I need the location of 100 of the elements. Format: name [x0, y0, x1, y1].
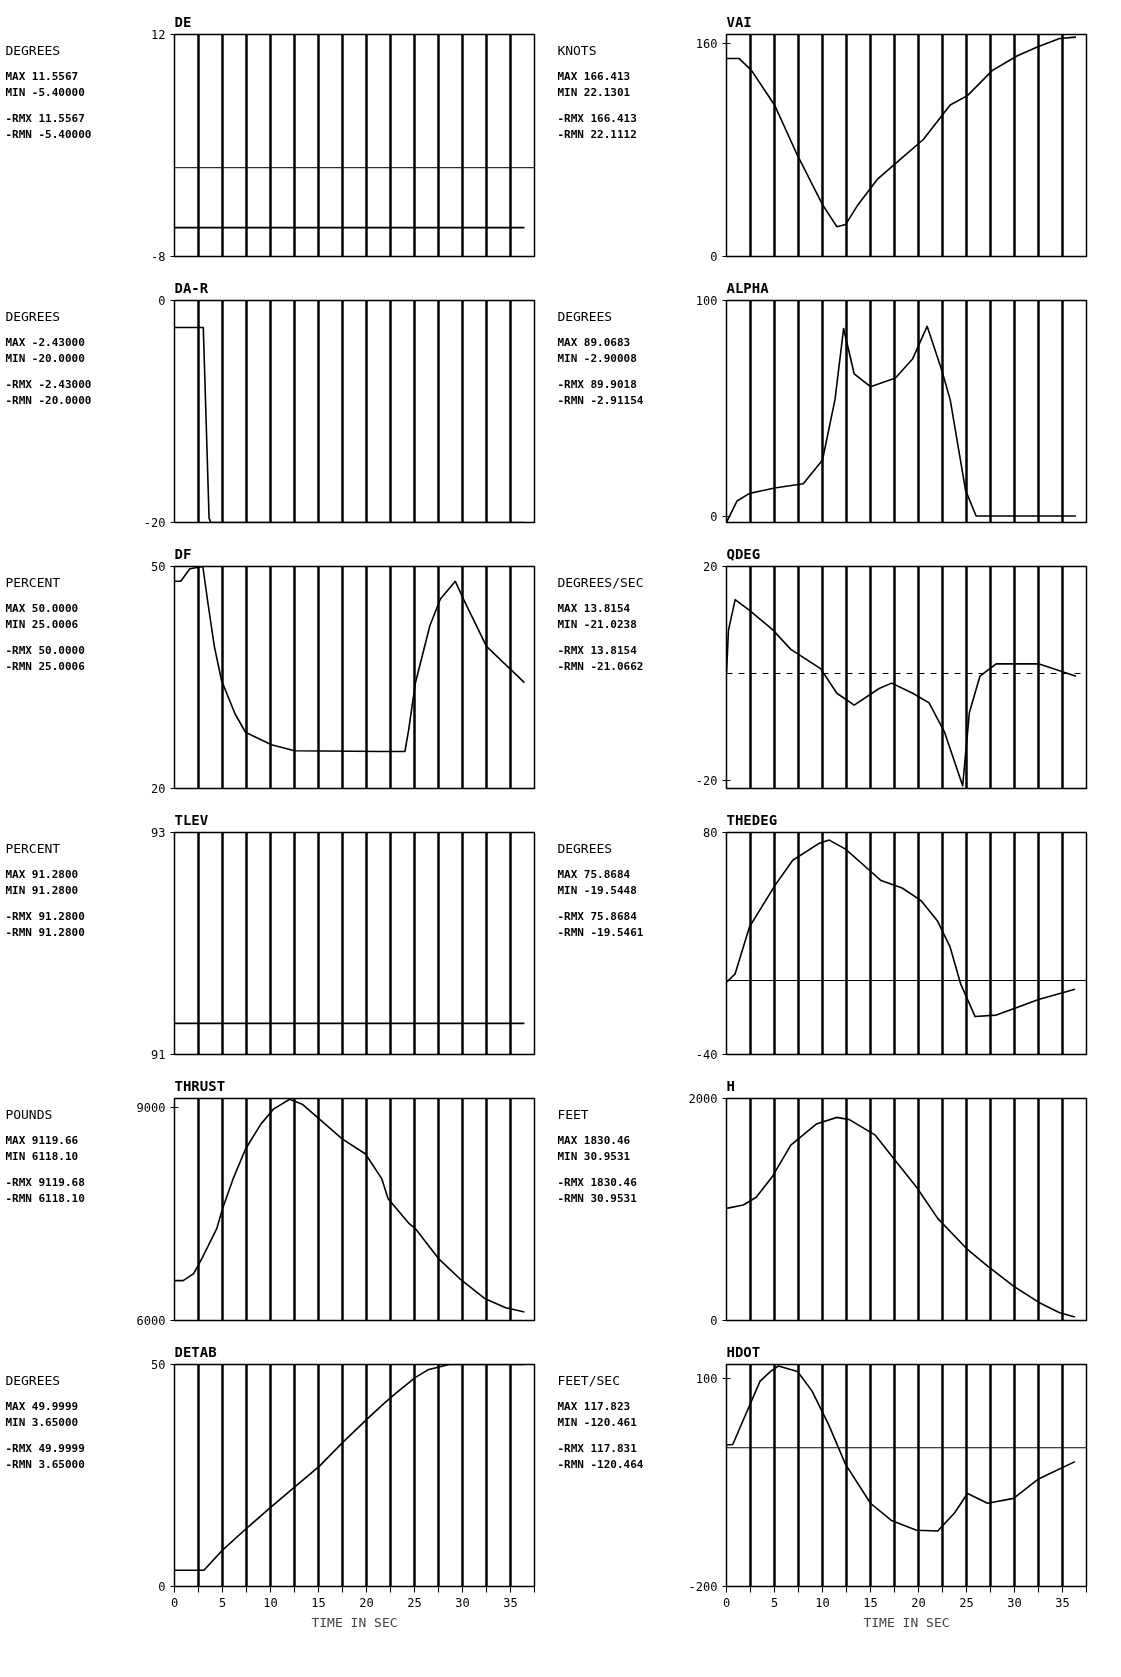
- y-tick-label: 160: [695, 37, 718, 52]
- text: -RMN 25.0006: [5, 660, 86, 673]
- text: -RMN 3.65000: [5, 1458, 85, 1471]
- text: -RMN -120.464: [557, 1458, 644, 1471]
- text: MIN -120.461: [557, 1416, 638, 1429]
- text: -RMX 1830.46: [557, 1176, 638, 1189]
- y-axis-title: FEET/SEC: [557, 1373, 621, 1388]
- text: -RMX 117.831: [557, 1442, 638, 1455]
- x-tick-label: 25: [959, 1595, 974, 1610]
- text: MIN -2.90008: [557, 352, 637, 365]
- x-tick-label: 20: [359, 1595, 374, 1610]
- y-axis-title: DEGREES/SEC: [557, 575, 644, 590]
- text: MIN 6118.10: [5, 1150, 79, 1163]
- x-tick-label: 15: [863, 1595, 878, 1610]
- y-tick-label: -8: [151, 250, 166, 264]
- y-tick-label: 20: [703, 560, 718, 574]
- text: MIN -20.0000: [5, 352, 85, 365]
- y-tick-label: -20: [143, 516, 166, 530]
- text: -RMX 11.5567: [5, 112, 85, 125]
- y-tick-label: -40: [695, 1048, 718, 1062]
- y-axis-title: DEGREES: [5, 1373, 61, 1388]
- chart-title: TLEV: [174, 811, 209, 828]
- text: MIN 25.0006: [5, 618, 79, 631]
- x-tick-label: 35: [1055, 1595, 1070, 1610]
- text: -RMN -5.40000: [5, 128, 92, 141]
- y-tick-label: 20: [151, 782, 166, 796]
- y-tick-label: 12: [151, 28, 166, 42]
- y-tick-label: 93: [151, 826, 166, 840]
- text: -RMN -21.0662: [557, 660, 644, 673]
- text: -RMN 6118.10: [5, 1192, 85, 1205]
- text: MAX 11.5567: [5, 70, 79, 83]
- text: -RMX 166.413: [557, 112, 637, 125]
- chart-title: QDEG: [726, 545, 761, 562]
- text: MIN -5.40000: [5, 86, 85, 99]
- x-tick-label: 20: [911, 1595, 926, 1610]
- y-tick-label: 80: [703, 826, 718, 840]
- chart-title: THEDEG: [726, 811, 778, 828]
- text: MIN -21.0238: [557, 618, 637, 631]
- y-tick-label: 0: [158, 1580, 166, 1594]
- text: -RMN 22.1112: [557, 128, 637, 141]
- x-tick-label: 35: [503, 1595, 518, 1610]
- y-axis-title: PERCENT: [5, 841, 61, 856]
- y-axis-title: DEGREES: [557, 309, 613, 324]
- text: MAX 166.413: [557, 70, 631, 83]
- x-tick-label: 15: [311, 1595, 326, 1610]
- y-axis-title: DEGREES: [5, 43, 61, 58]
- y-axis-title: DEGREES: [5, 309, 61, 324]
- chart-title: THRUST: [174, 1077, 226, 1094]
- y-axis-title: FEET: [557, 1107, 589, 1122]
- text: MAX 75.8684: [557, 868, 631, 881]
- chart-title: DE: [174, 13, 192, 30]
- text: MAX 49.9999: [5, 1400, 79, 1413]
- text: MAX 91.2800: [5, 868, 79, 881]
- chart-title: ALPHA: [726, 279, 770, 296]
- chart-title: H: [726, 1077, 735, 1094]
- x-tick-label: 30: [1007, 1595, 1022, 1610]
- y-axis-title: KNOTS: [557, 43, 597, 58]
- text: MIN 91.2800: [5, 884, 79, 897]
- text: MIN 3.65000: [5, 1416, 79, 1429]
- y-axis-title: POUNDS: [5, 1107, 53, 1122]
- y-tick-label: 0: [710, 250, 718, 264]
- x-tick-label: 0: [170, 1595, 179, 1610]
- y-tick-label: 0: [158, 294, 166, 308]
- text: MAX 50.0000: [5, 602, 79, 615]
- x-axis-title: TIME IN SEC: [863, 1614, 950, 1630]
- text: MAX 89.0683: [557, 336, 631, 349]
- x-tick-label: 10: [815, 1595, 830, 1610]
- text: -RMX 13.8154: [557, 644, 638, 657]
- text: -RMX 75.8684: [557, 910, 638, 923]
- text: -RMX 89.9018: [557, 378, 637, 391]
- x-tick-label: 10: [263, 1595, 278, 1610]
- text: MIN 30.9531: [557, 1150, 631, 1163]
- y-tick-label: 6000: [136, 1314, 166, 1328]
- text: -RMN -19.5461: [557, 926, 644, 939]
- y-tick-label: -20: [695, 773, 718, 788]
- y-axis-title: DEGREES: [557, 841, 613, 856]
- text: -RMX 50.0000: [5, 644, 85, 657]
- y-tick-label: 9000: [136, 1100, 166, 1115]
- text: -RMX 9119.68: [5, 1176, 85, 1189]
- y-tick-label: 2000: [688, 1092, 718, 1106]
- text: MAX 13.8154: [557, 602, 631, 615]
- text: -RMN -2.91154: [557, 394, 644, 407]
- x-tick-label: 5: [770, 1595, 779, 1610]
- text: MIN -19.5448: [557, 884, 637, 897]
- x-tick-label: 0: [722, 1595, 731, 1610]
- text: -RMN 30.9531: [557, 1192, 638, 1205]
- x-tick-label: 5: [218, 1595, 227, 1610]
- chart-title: DF: [174, 545, 192, 562]
- y-axis-title: PERCENT: [5, 575, 61, 590]
- x-tick-label: 30: [455, 1595, 470, 1610]
- text: -RMX -2.43000: [5, 378, 92, 391]
- y-tick-label: 50: [151, 1358, 166, 1372]
- x-tick-label: 25: [407, 1595, 422, 1610]
- y-tick-label: 0: [710, 1314, 718, 1328]
- y-tick-label: 50: [151, 560, 166, 574]
- chart-title: VAI: [726, 13, 752, 30]
- y-tick-label: 0: [710, 509, 718, 524]
- text: MAX 1830.46: [557, 1134, 631, 1147]
- text: -RMN -20.0000: [5, 394, 92, 407]
- chart-title: DETAB: [174, 1343, 217, 1360]
